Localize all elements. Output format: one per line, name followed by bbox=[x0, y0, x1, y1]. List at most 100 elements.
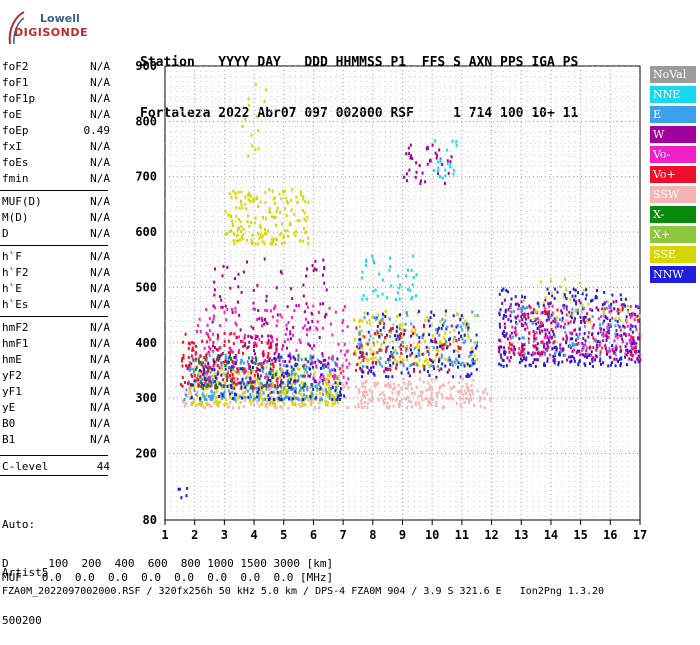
echo-point bbox=[625, 333, 628, 337]
echo-point bbox=[291, 297, 294, 301]
echo-point bbox=[389, 368, 392, 372]
echo-point bbox=[311, 398, 314, 402]
echo-point bbox=[293, 364, 296, 368]
echo-point bbox=[328, 368, 331, 372]
echo-point bbox=[228, 366, 230, 370]
echo-point bbox=[330, 384, 333, 388]
echo-point bbox=[197, 357, 200, 361]
echo-point bbox=[227, 405, 230, 409]
echo-point bbox=[475, 367, 478, 371]
echo-point bbox=[182, 354, 185, 357]
echo-point bbox=[591, 357, 593, 361]
echo-point bbox=[322, 273, 324, 277]
echo-point bbox=[365, 342, 368, 346]
x-tick-label: 3 bbox=[221, 528, 228, 542]
echo-point bbox=[529, 319, 532, 323]
echo-point bbox=[432, 346, 435, 350]
echo-point bbox=[443, 383, 446, 387]
echo-point bbox=[453, 328, 456, 332]
echo-point bbox=[595, 306, 598, 310]
echo-point bbox=[283, 392, 286, 395]
echo-point bbox=[355, 326, 358, 330]
echo-point bbox=[625, 315, 628, 319]
param-name: foE bbox=[2, 108, 22, 121]
echo-point bbox=[296, 201, 299, 204]
echo-point bbox=[294, 376, 297, 380]
echo-point bbox=[600, 333, 603, 337]
echo-point bbox=[546, 287, 549, 291]
echo-point bbox=[322, 258, 325, 262]
echo-point bbox=[327, 366, 330, 370]
echo-point bbox=[288, 360, 291, 364]
echo-point bbox=[575, 302, 578, 306]
param-row-h-es: h`Es N/A bbox=[2, 298, 110, 312]
param-name: C-level bbox=[2, 460, 49, 473]
param-row-yf2: yF2 N/A bbox=[2, 369, 110, 383]
echo-point bbox=[310, 400, 313, 404]
echo-point bbox=[190, 396, 193, 399]
echo-point bbox=[629, 338, 632, 342]
echo-point bbox=[624, 297, 627, 301]
echo-point bbox=[326, 394, 329, 398]
echo-point bbox=[284, 360, 287, 363]
echo-point bbox=[331, 398, 334, 402]
echo-point bbox=[207, 367, 210, 371]
header-values: Fortaleza 2022 Abr07 097 002000 RSF 1 71… bbox=[140, 106, 579, 121]
echo-point bbox=[235, 382, 238, 386]
echo-point bbox=[635, 350, 637, 353]
echo-point bbox=[415, 385, 418, 389]
echo-point bbox=[250, 325, 253, 329]
echo-point bbox=[519, 352, 522, 356]
echo-point bbox=[587, 302, 590, 306]
echo-point bbox=[551, 335, 553, 339]
echo-point bbox=[290, 316, 293, 319]
echo-point bbox=[216, 333, 219, 337]
echo-point bbox=[191, 375, 194, 379]
echo-point bbox=[596, 343, 598, 347]
echo-point bbox=[318, 406, 320, 410]
d-distance-row: D 100 200 400 600 800 1000 1500 3000 [km… bbox=[2, 557, 334, 570]
echo-point bbox=[335, 362, 338, 366]
echo-point bbox=[423, 365, 426, 368]
echo-point bbox=[547, 310, 550, 314]
echo-point bbox=[264, 308, 267, 312]
echo-point bbox=[578, 359, 581, 363]
echo-point bbox=[236, 367, 239, 371]
echo-point bbox=[267, 385, 270, 389]
echo-point bbox=[223, 403, 226, 407]
echo-point bbox=[303, 370, 306, 374]
echo-point bbox=[551, 311, 554, 315]
echo-point bbox=[287, 354, 290, 358]
echo-point bbox=[520, 350, 523, 353]
echo-point bbox=[498, 311, 501, 315]
echo-point bbox=[209, 384, 212, 388]
echo-point bbox=[468, 401, 471, 404]
echo-point bbox=[253, 396, 256, 400]
echo-point bbox=[257, 147, 260, 151]
echo-point bbox=[549, 315, 552, 319]
echo-point bbox=[242, 367, 244, 371]
echo-point bbox=[365, 259, 368, 263]
echo-point bbox=[442, 336, 445, 340]
echo-point bbox=[591, 315, 594, 319]
echo-point bbox=[538, 304, 540, 308]
legend-x-: X- bbox=[650, 206, 696, 223]
echo-point bbox=[460, 405, 463, 409]
echo-point bbox=[373, 316, 376, 319]
echo-point bbox=[471, 359, 473, 363]
echo-point bbox=[452, 172, 455, 176]
echo-point bbox=[303, 382, 306, 386]
echo-point bbox=[240, 225, 243, 229]
echo-point bbox=[248, 224, 251, 228]
echo-point bbox=[384, 315, 387, 318]
echo-point bbox=[480, 396, 482, 400]
echo-point bbox=[550, 313, 553, 317]
echo-point bbox=[412, 276, 415, 279]
echo-point bbox=[509, 306, 512, 310]
echo-point bbox=[366, 402, 369, 406]
echo-point bbox=[407, 380, 410, 384]
echo-point bbox=[290, 375, 293, 379]
echo-point bbox=[371, 398, 374, 402]
echo-point bbox=[215, 395, 218, 399]
echo-point bbox=[316, 358, 319, 362]
